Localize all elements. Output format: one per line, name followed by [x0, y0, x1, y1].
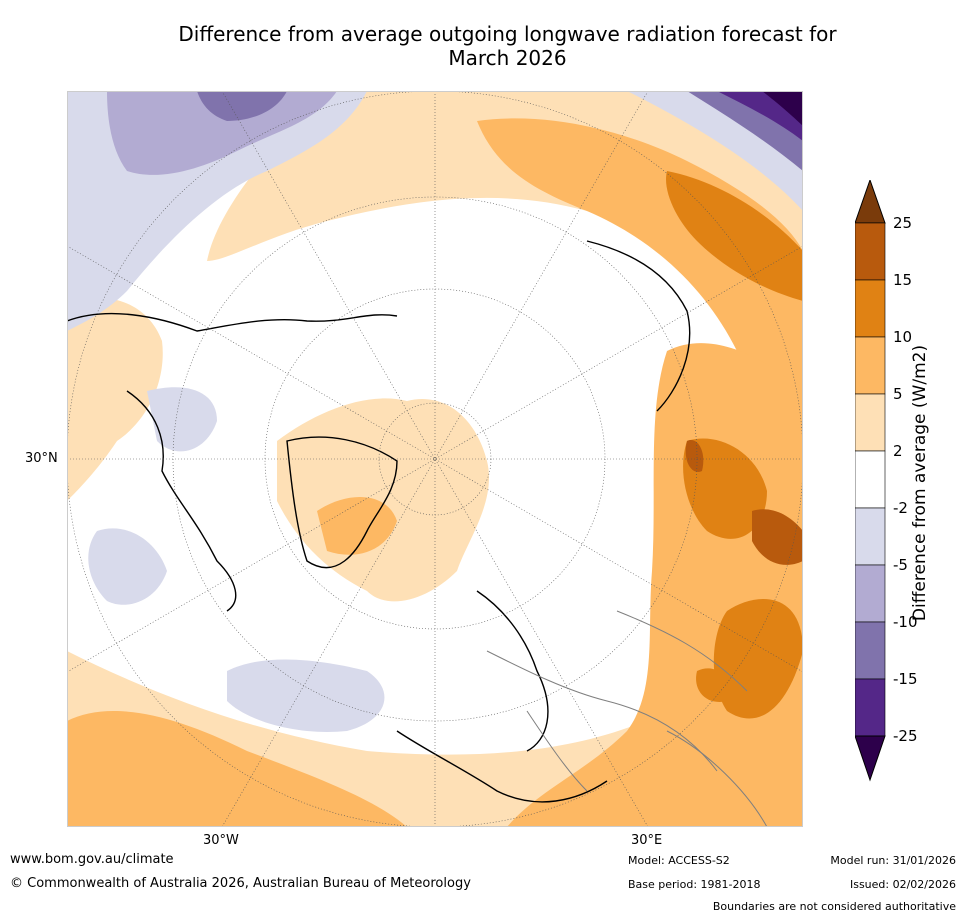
anomaly-region-neg-2-5-atlantic2 — [227, 659, 385, 732]
title-line-1: Difference from average outgoing longwav… — [178, 22, 837, 46]
colorbar-band-2-5 — [854, 393, 886, 452]
colorbar-tick: 10 — [893, 328, 913, 346]
anomaly-region-neg-2-5-pacific — [147, 387, 217, 452]
colorbar-band-m10-m5 — [854, 564, 886, 623]
colorbar-over-arrow — [854, 178, 886, 224]
issued-date: Issued: 02/02/2026 — [849, 878, 956, 891]
model-name: Model: ACCESS-S2 — [628, 854, 730, 867]
colorbar-band-15-25 — [854, 222, 886, 281]
anomaly-region-pos-15-25-central — [685, 440, 704, 472]
colorbar-band-10-15 — [854, 279, 886, 338]
colorbar-tick: 2 — [893, 442, 903, 460]
colorbar-tick: -15 — [893, 670, 918, 688]
colorbar-tick: -10 — [893, 613, 918, 631]
model-run-date: Model run: 31/01/2026 — [830, 854, 956, 867]
website-link[interactable]: www.bom.gov.au/climate — [10, 852, 174, 867]
colorbar-tick: 5 — [893, 385, 903, 403]
country-boundaries — [486, 610, 768, 827]
anomaly-region-neg-2-5-atlantic — [88, 528, 167, 605]
colorbar-band-m25-m15 — [854, 678, 886, 737]
anomaly-region-neg-5-10-northwest — [107, 91, 337, 175]
colorbar: 25 15 10 5 2 -2 -5 -10 -15 -25 — [854, 178, 965, 785]
colorbar-swatches — [854, 178, 886, 782]
anomaly-map — [67, 91, 803, 827]
lon-label-30w: 30°W — [203, 833, 239, 848]
anomaly-region-pos-10-15-central-asia — [683, 438, 767, 539]
copyright-text: © Commonwealth of Australia 2026, Austra… — [10, 876, 471, 891]
colorbar-band-m15-m10 — [854, 621, 886, 680]
coastlines — [67, 240, 691, 803]
anomaly-region-pos-15-25-east — [752, 509, 803, 565]
map-title: Difference from average outgoing longwav… — [150, 22, 865, 70]
title-line-2: March 2026 — [448, 46, 567, 70]
anomaly-region-neg-10-15-northwest — [197, 91, 287, 121]
map-panel[interactable] — [67, 91, 803, 827]
colorbar-tick: -5 — [893, 556, 908, 574]
colorbar-title: Difference from average (W/m2) — [910, 344, 930, 622]
anomaly-region-lt-25-northeast — [762, 91, 803, 126]
anomaly-region-pos-5-10-greenland — [317, 497, 397, 555]
lon-label-30e: 30°E — [631, 833, 663, 848]
colorbar-tick: 15 — [893, 271, 913, 289]
anomaly-region-pos-2-5-west — [67, 297, 163, 501]
colorbar-under-arrow — [854, 735, 886, 782]
anomaly-region-pos-10-15-east — [713, 599, 803, 719]
base-period: Base period: 1981-2018 — [628, 878, 761, 891]
graticule — [67, 91, 803, 827]
colorbar-band-neutral — [854, 450, 886, 509]
anomaly-region-pos-10-15-south — [696, 668, 730, 702]
lat-label-30n: 30°N — [25, 451, 58, 466]
anomaly-region-pos-10-15-northeast — [666, 171, 803, 301]
colorbar-tick: -25 — [893, 727, 918, 745]
colorbar-band-m5-m2 — [854, 507, 886, 566]
colorbar-band-5-10 — [854, 336, 886, 395]
boundaries-disclaimer: Boundaries are not considered authoritat… — [712, 900, 956, 913]
colorbar-tick: -2 — [893, 499, 908, 517]
colorbar-tick: 25 — [893, 214, 913, 232]
